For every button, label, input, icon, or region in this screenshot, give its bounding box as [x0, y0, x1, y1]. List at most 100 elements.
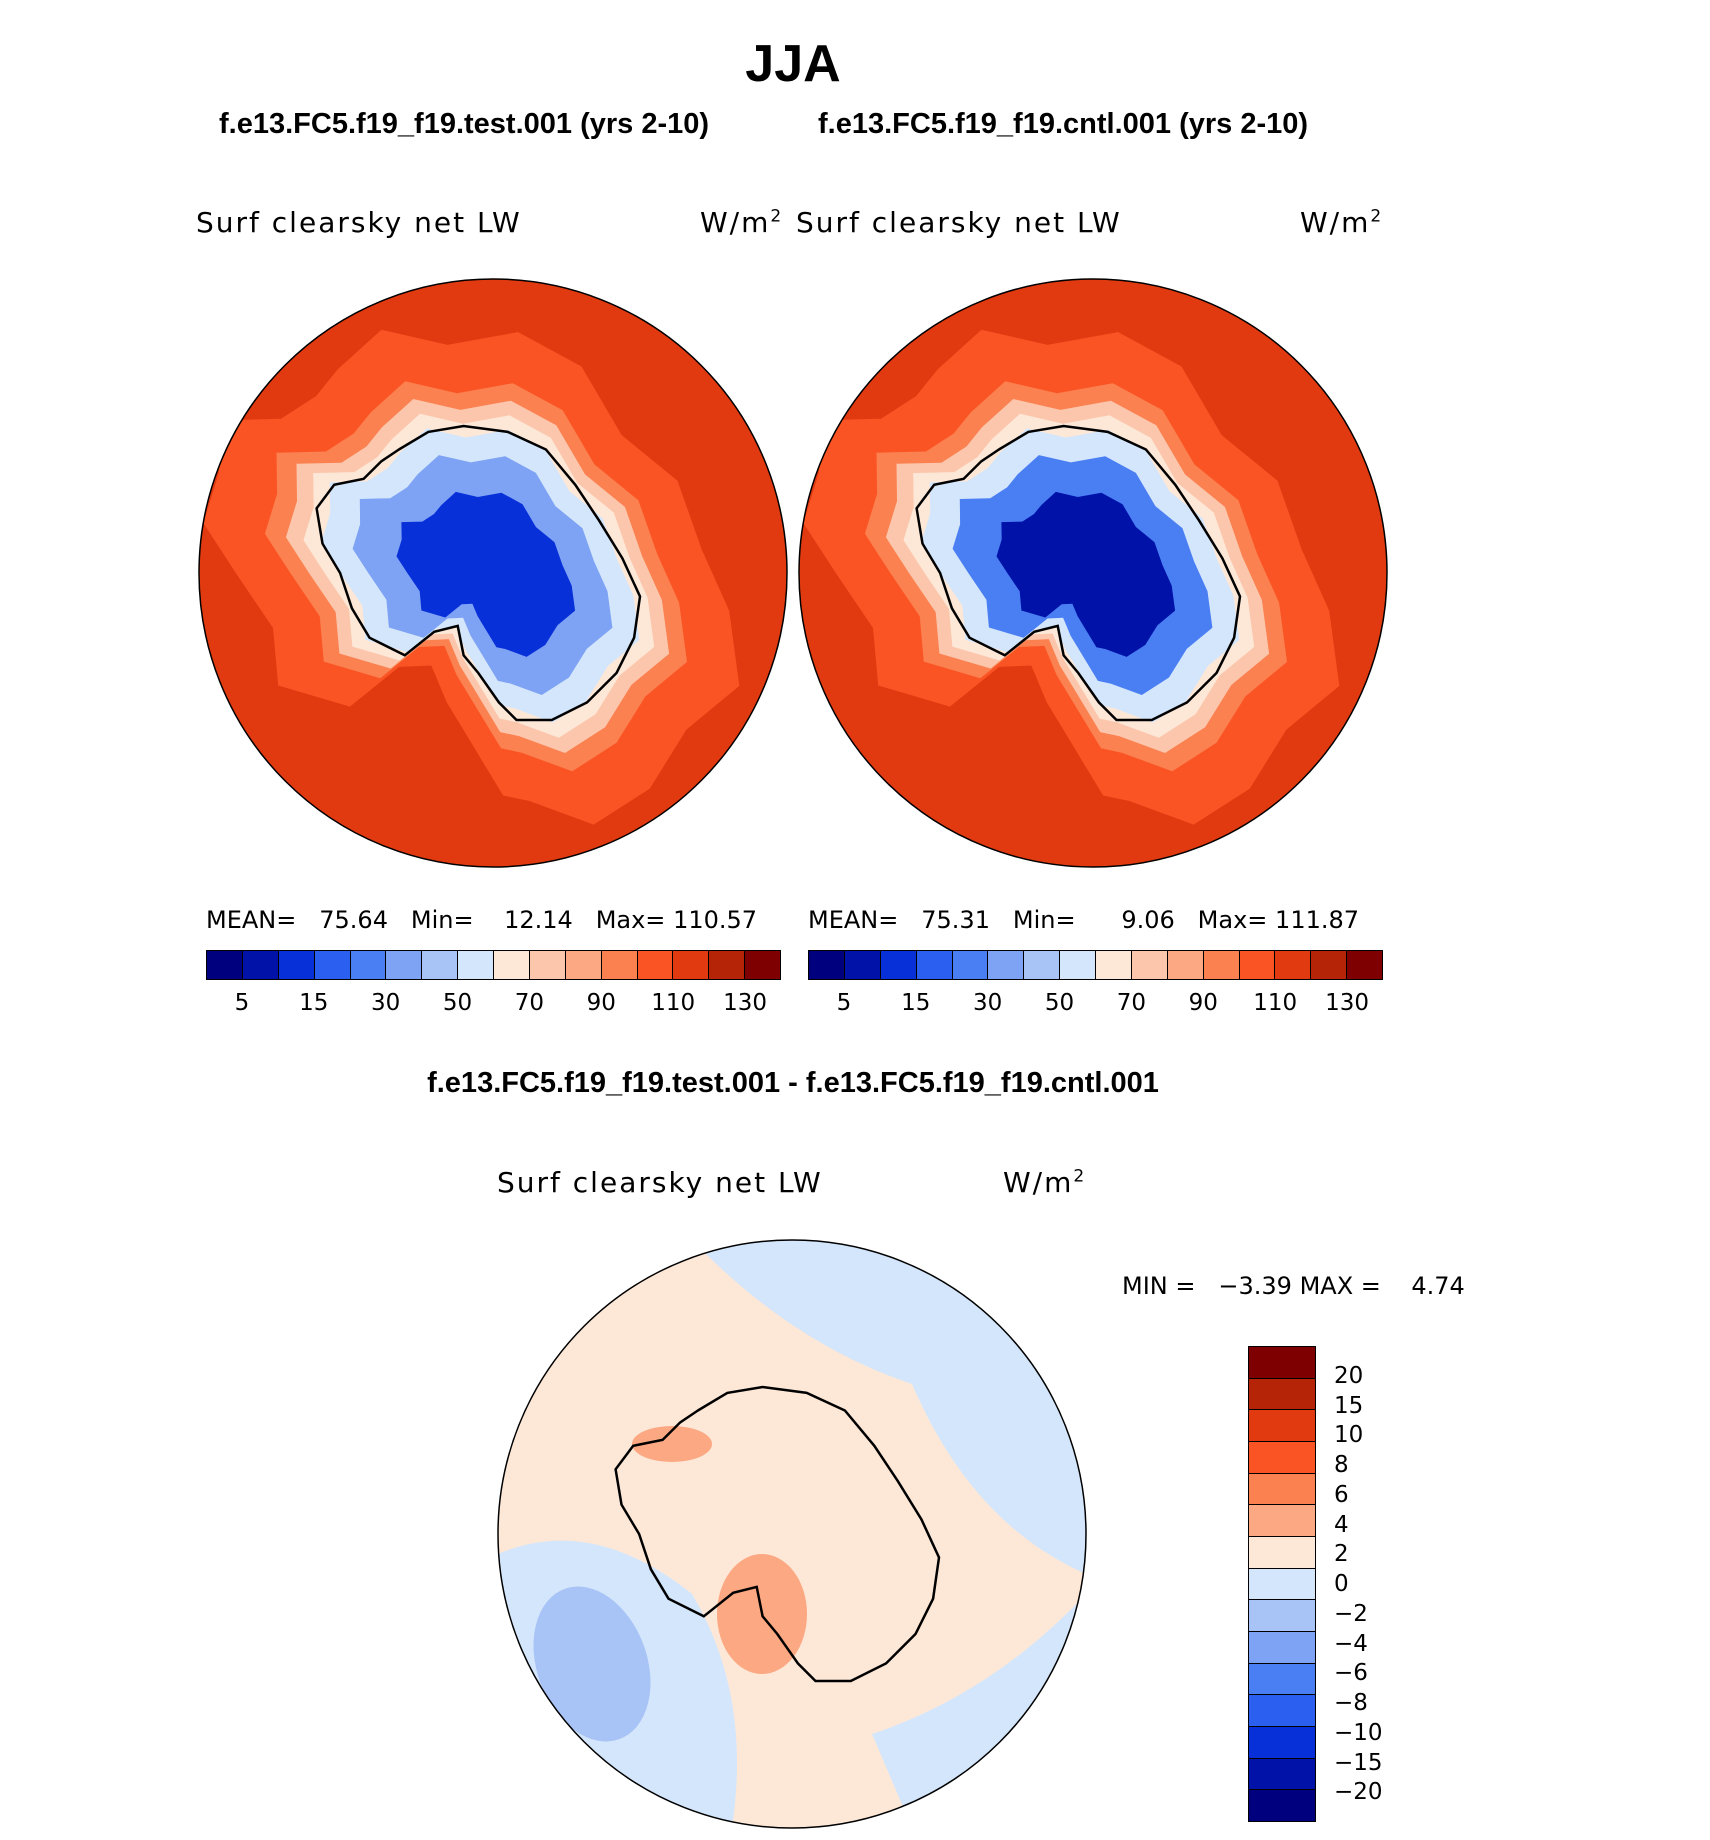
panel-left-units-label: W/m2 — [700, 206, 784, 239]
diff-negative-core — [533, 1586, 651, 1742]
diff-negative-region — [692, 1240, 1086, 1574]
colorbar-tick-label: 90 — [586, 990, 616, 1016]
colorbar-swatch — [809, 951, 845, 979]
colorbar-tick-label: 130 — [723, 990, 768, 1016]
colorbar-tick-label: 70 — [514, 990, 545, 1016]
colorbar-swatch — [1249, 1473, 1315, 1506]
diff-map-border — [497, 1239, 1087, 1829]
colorbar-swatch — [1249, 1442, 1315, 1474]
colorbar-swatch — [1203, 951, 1240, 979]
panel-right-units-label: W/m2 — [1300, 206, 1384, 239]
colorbar-swatch — [494, 951, 530, 979]
colorbar-tick-label: 0 — [1334, 1571, 1349, 1597]
colorbar-tick-label: −4 — [1334, 1630, 1368, 1657]
colorbar-swatch — [1249, 1410, 1315, 1443]
colorbar-swatch — [314, 951, 351, 979]
colorbar-swatch — [745, 951, 780, 979]
panel-left-variable-label: Surf clearsky net LW — [196, 206, 522, 239]
colorbar-swatch — [529, 951, 566, 979]
colorbar-swatch — [880, 951, 917, 979]
colorbar-swatch — [673, 951, 710, 979]
colorbar-swatch — [1249, 1537, 1315, 1569]
colorbar-swatch — [458, 951, 494, 979]
colorbar-swatch — [242, 951, 279, 979]
colorbar-tick-label: 50 — [442, 990, 473, 1016]
colorbar-swatch — [1096, 951, 1132, 979]
colorbar-tick-label: −20 — [1334, 1779, 1383, 1806]
colorbar-swatch — [1249, 1600, 1315, 1633]
colorbar-swatch — [952, 951, 989, 979]
colorbar-swatch — [1249, 1347, 1315, 1379]
panel-right-map — [799, 279, 1387, 867]
colorbar-swatch — [1249, 1632, 1315, 1664]
panel-left-map — [199, 279, 787, 867]
panel-right-coastline — [915, 424, 1242, 722]
colorbar-tick-label: 30 — [371, 990, 401, 1016]
panel-left-colorbar — [206, 950, 781, 980]
colorbar-tick-label: −10 — [1334, 1719, 1383, 1746]
colorbar-swatch — [1239, 951, 1276, 979]
colorbar-tick-label: 70 — [1116, 990, 1147, 1016]
colorbar-swatch — [1249, 1505, 1315, 1538]
panel-right-stats: MEAN= 75.31 Min= 9.06 Max= 111.87 — [808, 906, 1360, 934]
colorbar-swatch — [350, 951, 387, 979]
colorbar-swatch — [601, 951, 638, 979]
colorbar-tick-label: −6 — [1334, 1660, 1368, 1687]
colorbar-tick-label: 4 — [1334, 1511, 1349, 1538]
diff-title: f.e13.FC5.f19_f19.test.001 - f.e13.FC5.f… — [427, 1067, 1159, 1099]
colorbar-swatch — [709, 951, 746, 979]
panel-left-colorbar-ticks: 5 15 30 50 70 90 110 130 — [206, 990, 781, 1020]
colorbar-swatch — [278, 951, 315, 979]
colorbar-swatch — [1167, 951, 1204, 979]
colorbar-swatch — [1024, 951, 1061, 979]
panel-right-colorbar-ticks: 5 15 30 50 70 90 110 130 — [808, 990, 1383, 1020]
diff-positive-core — [632, 1426, 712, 1462]
colorbar-tick-label: 50 — [1044, 990, 1075, 1016]
colorbar-tick-label: 10 — [1334, 1422, 1364, 1449]
colorbar-tick-label: 8 — [1334, 1452, 1349, 1478]
colorbar-swatch — [637, 951, 674, 979]
panel-left-case-title: f.e13.FC5.f19_f19.test.001 (yrs 2-10) — [219, 108, 710, 140]
diff-variable-label: Surf clearsky net LW — [497, 1166, 823, 1199]
colorbar-swatch — [565, 951, 602, 979]
colorbar-swatch — [207, 951, 243, 979]
colorbar-swatch — [1249, 1758, 1315, 1791]
figure-title: JJA — [745, 35, 841, 93]
colorbar-tick-label: 15 — [901, 990, 931, 1016]
colorbar-swatch — [1249, 1568, 1315, 1601]
colorbar-swatch — [1249, 1727, 1315, 1759]
colorbar-tick-label: −2 — [1334, 1600, 1368, 1627]
panel-right-map-border — [798, 278, 1388, 868]
panel-right-contour-band — [996, 491, 1176, 657]
panel-left-coastline — [315, 424, 642, 722]
diff-colorbar-ticks: 20 15 10 8 6 4 2 0 −2 −4 −6 −8 −10 −15 −20 — [1334, 1346, 1414, 1822]
colorbar-tick-label: 110 — [1253, 990, 1298, 1016]
colorbar-swatch — [1060, 951, 1096, 979]
diff-map — [498, 1240, 1086, 1828]
colorbar-tick-label: −15 — [1334, 1749, 1383, 1776]
panel-left-map-border — [198, 278, 788, 868]
panel-right-variable-label: Surf clearsky net LW — [796, 206, 1122, 239]
colorbar-swatch — [1249, 1378, 1315, 1411]
diff-colorbar — [1248, 1346, 1316, 1822]
colorbar-swatch — [1347, 951, 1382, 979]
panel-right-colorbar — [808, 950, 1383, 980]
colorbar-tick-label: −8 — [1334, 1690, 1368, 1716]
colorbar-tick-label: 15 — [1334, 1392, 1364, 1419]
colorbar-tick-label: 15 — [299, 990, 329, 1016]
colorbar-swatch — [1275, 951, 1312, 979]
colorbar-tick-label: 130 — [1325, 990, 1370, 1016]
diff-coastline — [614, 1385, 941, 1683]
panel-left-stats: MEAN= 75.64 Min= 12.14 Max= 110.57 — [206, 906, 758, 934]
colorbar-swatch — [844, 951, 881, 979]
colorbar-swatch — [916, 951, 953, 979]
colorbar-swatch — [1131, 951, 1168, 979]
colorbar-swatch — [1249, 1695, 1315, 1728]
panel-right-case-title: f.e13.FC5.f19_f19.cntl.001 (yrs 2-10) — [818, 108, 1309, 140]
colorbar-swatch — [1311, 951, 1348, 979]
colorbar-swatch — [988, 951, 1025, 979]
diff-min-max: MIN = −3.39 MAX = 4.74 — [1122, 1272, 1465, 1300]
colorbar-swatch — [1249, 1790, 1315, 1822]
colorbar-tick-label: 2 — [1334, 1541, 1349, 1568]
